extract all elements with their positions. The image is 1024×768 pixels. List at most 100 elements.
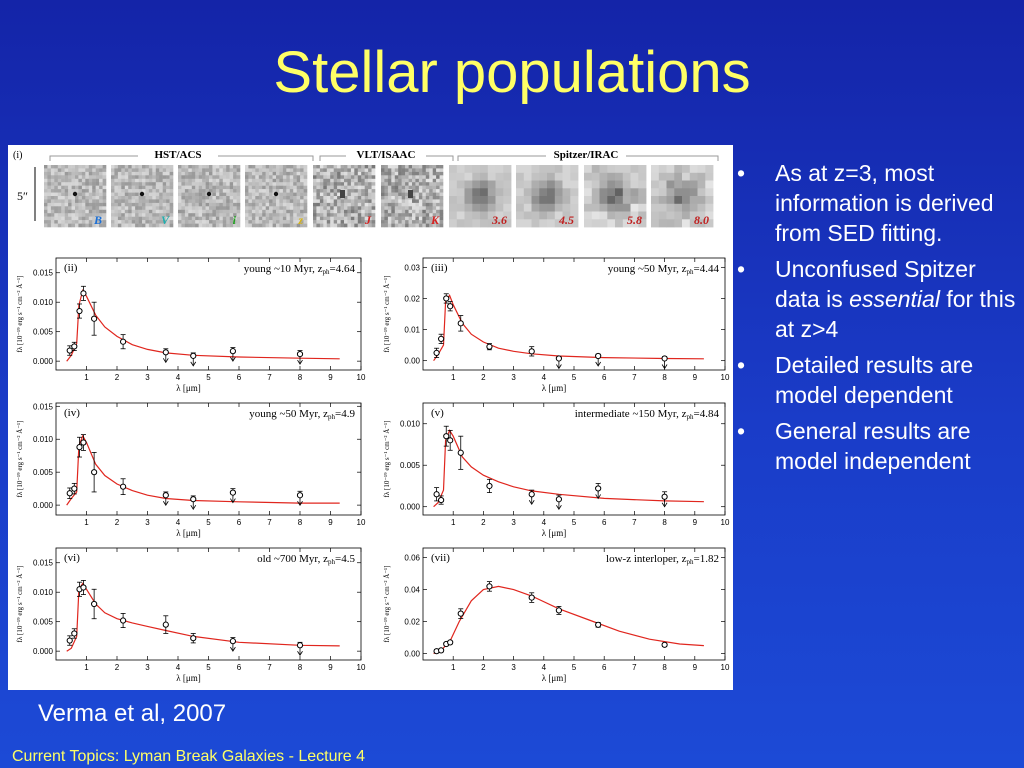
stamp-pixel <box>674 203 683 212</box>
stamp-pixel <box>128 220 132 224</box>
stamp-pixel <box>99 220 103 224</box>
stamp-pixel <box>152 199 156 204</box>
stamp-pixel <box>425 206 430 210</box>
y-tick-label: 0.02 <box>404 294 420 303</box>
stamp-pixel <box>152 192 156 197</box>
stamp-pixel <box>333 182 338 186</box>
stamp-pixel <box>364 178 369 183</box>
stamp-pixel <box>429 171 433 176</box>
stamp-pixel <box>236 199 241 204</box>
stamp-pixel <box>364 223 369 228</box>
stamp-pixel <box>487 211 496 220</box>
stamp-pixel <box>591 172 600 181</box>
x-tick-label: 4 <box>542 373 547 382</box>
stamp-pixel <box>439 171 444 176</box>
bullet-text: General results are model independent <box>775 418 971 474</box>
stamp-pixel <box>472 203 481 212</box>
stamp-pixel <box>279 182 284 186</box>
stamp-pixel <box>138 216 143 221</box>
stamp-pixel <box>401 216 406 221</box>
stamp-pixel <box>276 206 280 210</box>
stamp-pixel <box>333 202 338 207</box>
stamp-pixel <box>155 209 160 214</box>
stamp-pixel <box>57 171 62 176</box>
stamp-pixel <box>319 196 324 200</box>
stamp-pixel <box>415 178 420 183</box>
stamp-pixel <box>81 168 86 173</box>
stamp-pixel <box>142 185 146 190</box>
stamp-pixel <box>78 220 83 224</box>
stamp-pixel <box>265 213 270 217</box>
stamp-pixel <box>300 223 304 228</box>
stamp-pixel <box>368 165 372 169</box>
stamp-pixel <box>316 220 321 224</box>
stamp-pixel <box>361 202 365 207</box>
stamp-pixel <box>401 185 406 190</box>
stamp-pixel <box>215 171 220 176</box>
stamp-pixel <box>169 199 174 204</box>
stamp-pixel <box>159 192 163 197</box>
y-tick-label: 0.000 <box>33 501 54 510</box>
stamp-pixel <box>166 196 170 200</box>
stamp-pixel <box>357 209 362 214</box>
stamp-pixel <box>286 199 290 204</box>
stamp-pixel <box>54 220 58 224</box>
stamp-pixel <box>195 209 199 214</box>
stamp-pixel <box>258 199 263 204</box>
stamp-pixel <box>81 192 86 197</box>
stamp-pixel <box>85 216 89 221</box>
stamp-pixel <box>255 213 259 217</box>
stamp-pixel <box>145 213 150 217</box>
stamp-pixel <box>202 202 206 207</box>
stamp-pixel <box>381 185 385 190</box>
stamp-pixel <box>487 219 496 228</box>
stamp-pixel <box>99 189 103 193</box>
stamp-pixel <box>202 206 206 210</box>
stamp-pixel <box>436 213 440 217</box>
stamp-pixel <box>357 178 362 183</box>
stamp-pixel <box>219 192 223 197</box>
stamp-pixel <box>212 213 217 217</box>
stamp-pixel <box>159 182 163 186</box>
data-point <box>71 485 78 492</box>
stamp-pixel <box>212 202 217 207</box>
stamp-pixel <box>286 209 290 214</box>
stamp-pixel <box>554 165 563 174</box>
stamp-pixel <box>236 213 241 217</box>
stamp-pixel <box>464 180 473 189</box>
stamp-pixel <box>78 206 83 210</box>
stamp-pixel <box>622 196 631 205</box>
upper-limit-arrowhead <box>230 498 236 504</box>
stamp-pixel <box>429 182 433 186</box>
model-sed-line <box>66 434 340 506</box>
stamp-pixel <box>152 189 156 193</box>
stamp-pixel <box>57 223 62 228</box>
stamp-pixel <box>371 213 376 217</box>
stamp-pixel <box>630 188 639 197</box>
stamp-pixel <box>184 165 189 169</box>
stamp-pixel <box>547 180 556 189</box>
stamp-pixel <box>303 185 308 190</box>
stamp-pixel <box>436 220 440 224</box>
stamp-pixel <box>57 185 62 190</box>
stamp-pixel <box>265 168 270 173</box>
stamp-pixel <box>262 199 266 204</box>
stamp-pixel <box>344 223 348 228</box>
stamp-pixel <box>337 202 341 207</box>
stamp-pixel <box>303 199 308 204</box>
stamp-pixel <box>92 175 96 179</box>
stamp-pixel <box>102 220 107 224</box>
stamp-pixel <box>439 168 444 173</box>
stamp-pixel <box>303 189 308 193</box>
x-tick-label: 3 <box>145 663 150 672</box>
stamp-pixel <box>405 199 409 204</box>
stamp-pixel <box>181 185 186 190</box>
stamp-pixel <box>184 192 189 197</box>
stamp-pixel <box>50 199 55 204</box>
x-tick-label: 9 <box>693 663 698 672</box>
stamp-pixel <box>152 185 156 190</box>
stamp-pixel <box>102 209 107 214</box>
stamp-pixel <box>181 209 186 214</box>
stamp-pixel <box>364 216 369 221</box>
